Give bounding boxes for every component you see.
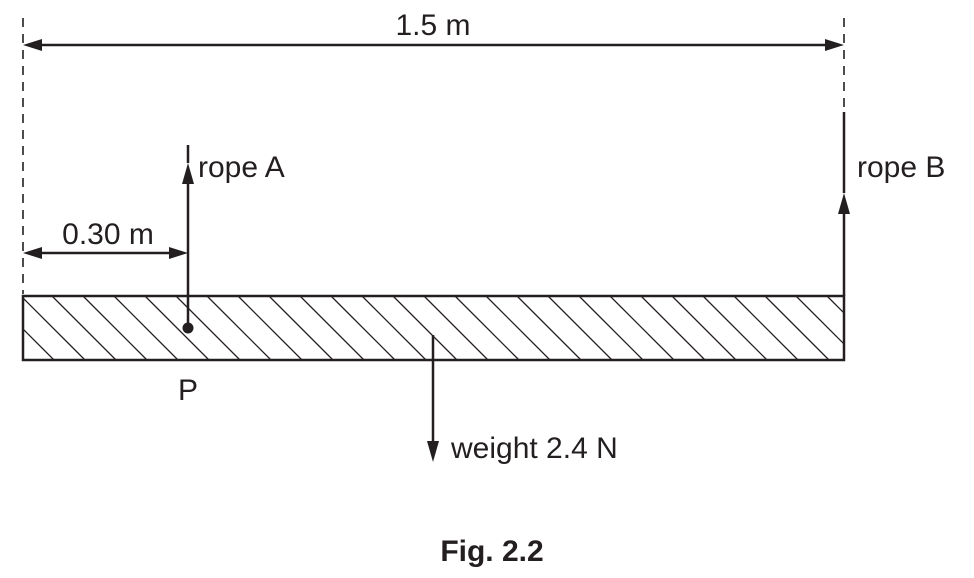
hatch-line (23, 297, 86, 360)
beam (21, 294, 922, 362)
beam-hatching (23, 296, 922, 360)
p-distance-dimension (23, 247, 188, 259)
hatch-line (516, 296, 582, 360)
hatch-line (826, 296, 844, 314)
hatch-line (23, 359, 24, 360)
hatch-line (299, 296, 365, 360)
weight-arrow (427, 335, 439, 462)
hatch-line (764, 296, 830, 360)
point-p-label: P (178, 374, 198, 407)
hatch-line (330, 296, 396, 360)
hatch-line (454, 296, 520, 360)
hatch-line (858, 296, 922, 360)
rope-a-label: rope A (198, 151, 285, 184)
hatch-line (51, 296, 117, 360)
hatch-line (609, 296, 675, 360)
hatch-line (268, 296, 334, 360)
rope-b-arrow (838, 112, 850, 296)
hatch-line (578, 296, 644, 360)
hatch-line (237, 296, 303, 360)
hatch-line (640, 296, 706, 360)
hatch-line (113, 296, 179, 360)
p-distance-label: 0.30 m (62, 218, 154, 251)
figure-caption: Fig. 2.2 (440, 535, 543, 568)
hatch-line (702, 296, 768, 360)
hatch-line (144, 296, 210, 360)
point-p-dot (182, 322, 194, 334)
hatch-line (671, 296, 737, 360)
hatch-line (423, 296, 489, 360)
total-length-label: 1.5 m (395, 9, 470, 42)
hatch-line (485, 296, 551, 360)
hatch-line (206, 296, 272, 360)
hatch-line (361, 296, 427, 360)
hatch-line (795, 296, 844, 345)
total-length-dimension (23, 39, 844, 51)
hatch-line (392, 296, 458, 360)
weight-label: weight 2.4 N (450, 432, 618, 465)
rope-b-label: rope B (857, 151, 945, 184)
hatch-line (733, 296, 799, 360)
hatch-line (23, 328, 55, 360)
hatch-line (175, 296, 241, 360)
hatch-line (82, 296, 148, 360)
hatch-line (547, 296, 613, 360)
rope-a-arrow (182, 145, 194, 328)
